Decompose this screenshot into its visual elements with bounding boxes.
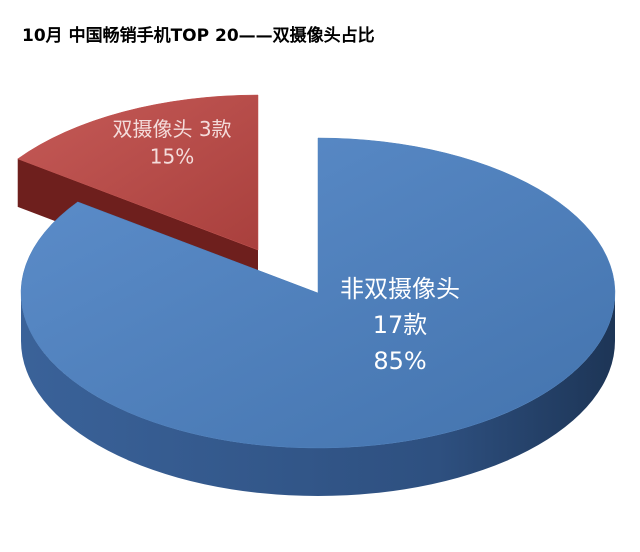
slice-label-line: 双摄像头 3款: [112, 117, 231, 141]
chart-title: 10月 中国畅销手机TOP 20——双摄像头占比: [22, 25, 375, 46]
slice-count: 3款: [199, 117, 232, 141]
pie: [17, 94, 616, 496]
slice-label: 双摄像头: [112, 117, 192, 141]
slice-value: 85%: [373, 347, 426, 375]
slice: [17, 94, 259, 251]
slice-count: 17款: [373, 311, 428, 339]
slice-side: [21, 293, 615, 496]
slice: [20, 137, 616, 496]
slice-label: 非双摄像头: [340, 275, 460, 303]
slice-value: 15%: [150, 145, 194, 169]
slice: [20, 137, 616, 449]
